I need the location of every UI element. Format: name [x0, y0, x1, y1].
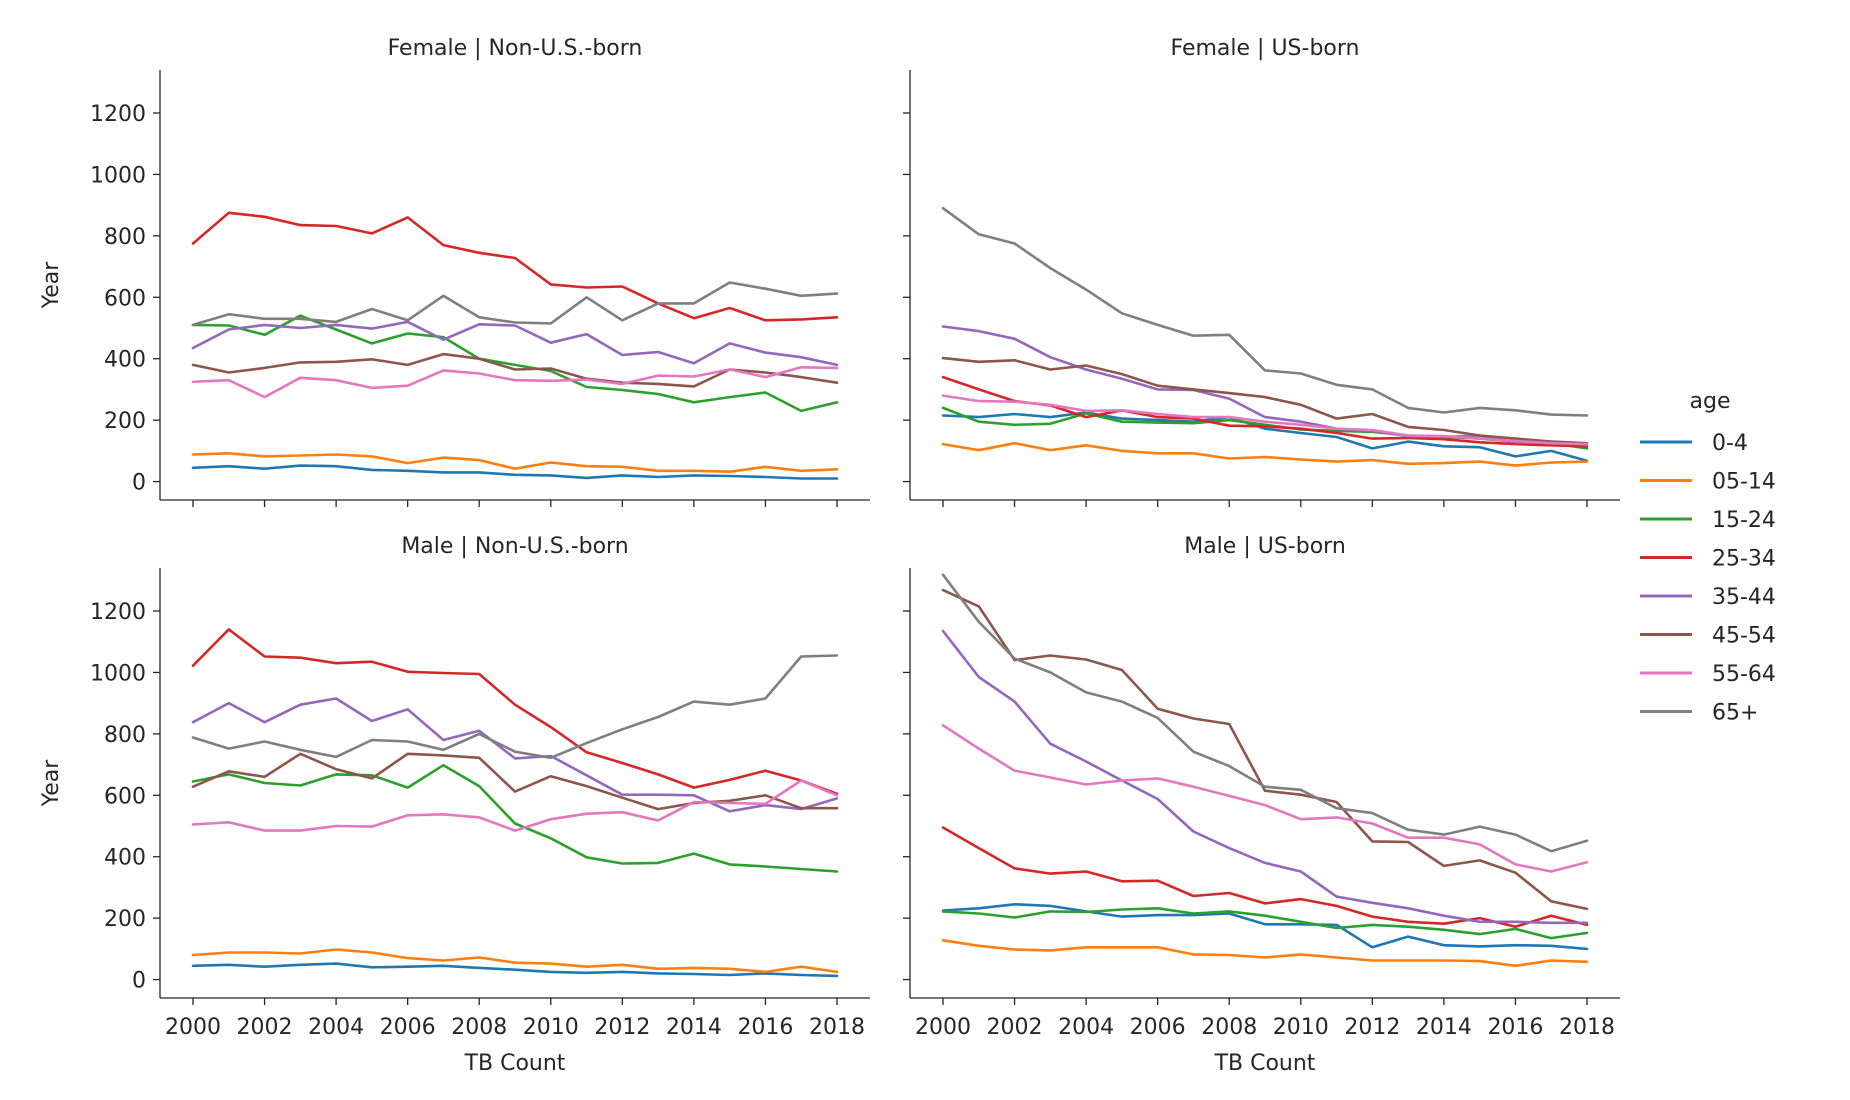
y-tick-label: 200 — [104, 907, 146, 932]
x-tick-label: 2002 — [237, 1015, 293, 1040]
legend-item-25-34: 25-34 — [1640, 547, 1776, 572]
series-line-65 — [191, 654, 839, 760]
x-tick-label: 2008 — [451, 1015, 507, 1040]
x-axis-label: TB Count — [1214, 1051, 1316, 1076]
panel-title: Male | US-born — [1184, 534, 1346, 559]
panel-title: Female | Non-U.S.-born — [388, 36, 643, 61]
series-line-15-24 — [941, 906, 1589, 940]
series-line-25-34 — [191, 211, 839, 322]
legend-item-45-54: 45-54 — [1640, 624, 1776, 649]
legend-label: 35-44 — [1712, 585, 1776, 610]
x-tick-label: 2010 — [1273, 1015, 1329, 1040]
legend-item-55-64: 55-64 — [1640, 662, 1776, 687]
series-line-15-24 — [191, 763, 839, 873]
series-line-25-34 — [191, 628, 839, 796]
y-tick-label: 0 — [132, 471, 146, 496]
y-tick-label: 200 — [104, 409, 146, 434]
y-axis-label: Year — [39, 759, 64, 808]
y-axis-label: Year — [39, 261, 64, 310]
legend-item-0-4: 0-4 — [1640, 431, 1748, 456]
legend-item-35-44: 35-44 — [1640, 585, 1776, 610]
x-tick-label: 2004 — [1058, 1015, 1114, 1040]
x-tick-label: 2010 — [523, 1015, 579, 1040]
series-line-15-24 — [191, 314, 839, 413]
legend-label: 65+ — [1712, 701, 1758, 726]
series-line-55-64 — [941, 394, 1589, 446]
series-line-55-64 — [191, 365, 839, 399]
series-line-65 — [941, 573, 1589, 853]
series-line-55-64 — [191, 779, 839, 832]
x-tick-label: 2016 — [1487, 1015, 1543, 1040]
series-line-65 — [941, 206, 1589, 417]
series-line-35-44 — [191, 697, 839, 813]
y-tick-label: 1200 — [90, 600, 146, 625]
series-line-0-4 — [191, 464, 839, 480]
panel-title: Female | US-born — [1171, 36, 1360, 61]
x-tick-label: 2018 — [1559, 1015, 1615, 1040]
legend-label: 25-34 — [1712, 547, 1776, 572]
legend-label: 55-64 — [1712, 662, 1776, 687]
series-line-45-54 — [191, 352, 839, 388]
x-tick-label: 2018 — [809, 1015, 865, 1040]
panel-title: Male | Non-U.S.-born — [401, 534, 628, 559]
x-tick-label: 2016 — [737, 1015, 793, 1040]
series-line-25-34 — [941, 826, 1589, 929]
legend-label: 45-54 — [1712, 624, 1776, 649]
series-line-55-64 — [941, 723, 1589, 873]
x-tick-label: 2002 — [987, 1015, 1043, 1040]
x-tick-label: 2006 — [1130, 1015, 1186, 1040]
series-line-0-4 — [941, 902, 1589, 951]
y-tick-label: 800 — [104, 723, 146, 748]
series-line-0-4 — [941, 411, 1589, 463]
x-tick-label: 2014 — [666, 1015, 722, 1040]
legend-item-05-14: 05-14 — [1640, 470, 1776, 495]
y-tick-label: 400 — [104, 348, 146, 373]
series-line-35-44 — [191, 320, 839, 367]
y-tick-label: 400 — [104, 846, 146, 871]
x-tick-label: 2014 — [1416, 1015, 1472, 1040]
series-line-05-14 — [191, 948, 839, 974]
series-line-05-14 — [941, 441, 1589, 467]
series-line-65 — [191, 281, 839, 327]
series-line-35-44 — [941, 629, 1589, 925]
series-line-45-54 — [941, 588, 1589, 911]
x-tick-label: 2008 — [1201, 1015, 1257, 1040]
legend-item-65: 65+ — [1640, 701, 1758, 726]
legend-label: 15-24 — [1712, 508, 1776, 533]
y-tick-label: 1200 — [90, 102, 146, 127]
legend-item-15-24: 15-24 — [1640, 508, 1776, 533]
panel-male-non-u-s-born: 0 200 400 600 800 1000 1200 2000 2002 2004 2006 200… — [39, 534, 870, 1076]
panel-female-non-u-s-born: 0 200 400 600 800 1000 1200 Female | Non-U.S.-b… — [39, 36, 870, 507]
series-line-05-14 — [941, 938, 1589, 968]
x-tick-label: 2004 — [308, 1015, 364, 1040]
x-tick-label: 2012 — [1344, 1015, 1400, 1040]
y-tick-label: 0 — [132, 969, 146, 994]
x-tick-label: 2000 — [915, 1015, 971, 1040]
y-tick-label: 600 — [104, 784, 146, 809]
y-tick-label: 1000 — [90, 163, 146, 188]
x-axis-label: TB Count — [464, 1051, 566, 1076]
series-line-45-54 — [191, 752, 839, 811]
y-tick-label: 1000 — [90, 661, 146, 686]
series-line-05-14 — [191, 451, 839, 474]
legend: age 0-4 05-14 15-24 25-34 35-44 45-54 55-64 65+ — [1640, 389, 1776, 726]
panel-female-us-born: Female | US-born — [903, 36, 1620, 507]
y-tick-label: 600 — [104, 286, 146, 311]
legend-label: 05-14 — [1712, 470, 1776, 495]
series-line-45-54 — [941, 356, 1589, 445]
x-tick-label: 2000 — [165, 1015, 221, 1040]
panel-male-us-born: 2000 2002 2004 2006 2008 2010 2012 2014 2016 2018… — [903, 534, 1620, 1076]
legend-label: 0-4 — [1712, 431, 1748, 456]
x-tick-label: 2006 — [380, 1015, 436, 1040]
y-tick-label: 800 — [104, 225, 146, 250]
legend-title: age — [1690, 389, 1731, 414]
series-line-0-4 — [191, 962, 839, 978]
x-tick-label: 2012 — [594, 1015, 650, 1040]
